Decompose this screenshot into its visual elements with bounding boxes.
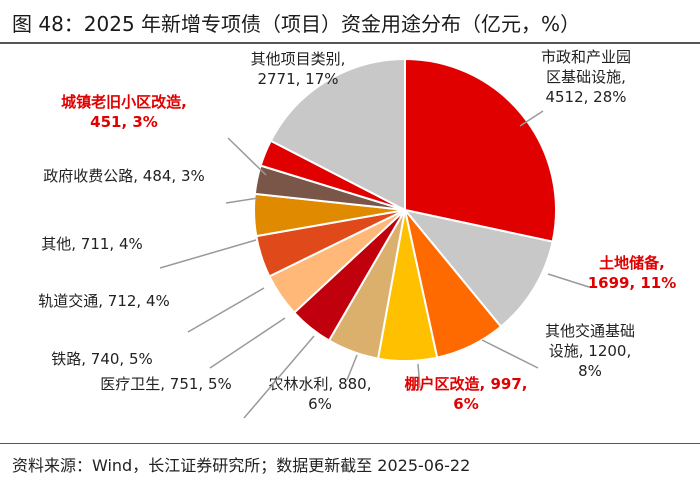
chart-title: 图 48：2025 年新增专项债（项目）资金用途分布（亿元，%） xyxy=(12,12,581,36)
slice-label: 轨道交通, 712, 4% xyxy=(38,292,170,310)
pie-slice xyxy=(402,208,554,329)
leader-line xyxy=(187,287,265,333)
title-rule xyxy=(0,42,700,44)
slice-label: 市政和产业园区基础设施, 4512, 28% xyxy=(541,48,631,106)
source-note: 资料来源：Wind，长江证券研究所；数据更新截至 2025-06-22 xyxy=(12,456,471,475)
slice-label: 铁路, 740, 5% xyxy=(51,350,153,368)
leader-line xyxy=(547,273,590,288)
slice-label: 其他, 711, 4% xyxy=(41,235,143,253)
leader-line xyxy=(159,239,257,269)
pie-slice xyxy=(404,57,557,243)
pie-slice xyxy=(269,57,406,212)
leader-line xyxy=(346,354,358,381)
leader-line xyxy=(209,317,286,369)
leader-line xyxy=(243,335,315,419)
leader-line xyxy=(417,363,421,389)
leader-line xyxy=(481,339,539,369)
leader-line xyxy=(519,110,544,127)
slice-label: 棚户区改造, 997, 6% xyxy=(405,375,528,413)
source-rule xyxy=(0,443,700,444)
leader-line xyxy=(227,137,267,176)
slice-label: 医疗卫生, 751, 5% xyxy=(100,375,232,393)
slice-label: 土地储备, 1699, 11% xyxy=(588,254,677,292)
pie-chart: 市政和产业园区基础设施, 4512, 28% 土地储备, 1699, 11% 其他交通基… xyxy=(38,48,677,419)
slice-label: 其他项目类别, 2771, 17% xyxy=(251,50,346,88)
slice-label: 城镇老旧小区改造, 451, 3% xyxy=(61,93,187,131)
slice-label: 政府收费公路, 484, 3% xyxy=(43,167,205,185)
slice-label: 农林水利, 880, 6% xyxy=(269,375,372,413)
slice-label: 其他交通基础设施, 1200, 8% xyxy=(545,322,635,380)
leader-line xyxy=(225,197,259,204)
